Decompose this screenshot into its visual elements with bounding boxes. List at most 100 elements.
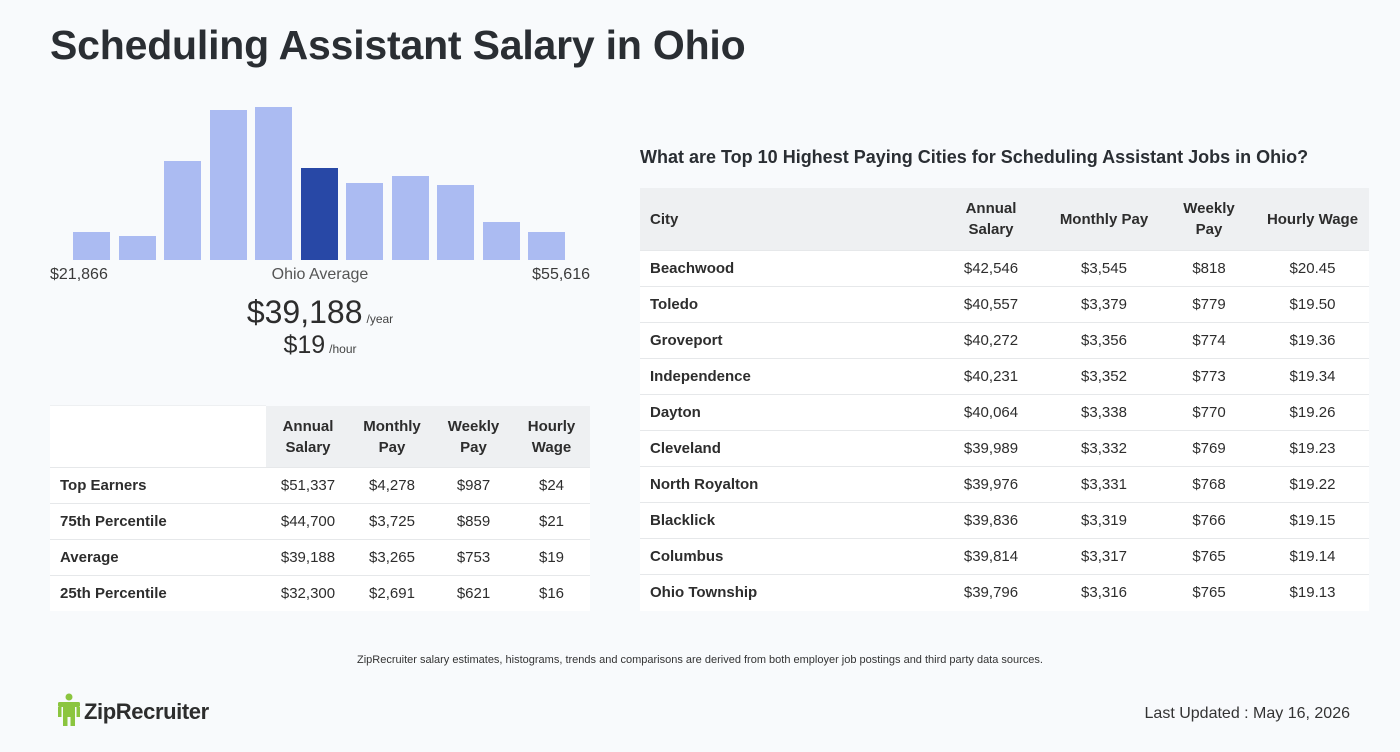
weekly-pay-cell: $765 — [1162, 538, 1256, 575]
annual-salary-cell: $39,989 — [936, 430, 1046, 467]
city-name: Independence — [640, 358, 936, 395]
data-disclaimer: ZipRecruiter salary estimates, histogram… — [357, 654, 1043, 666]
hourly-wage-cell: $19.15 — [1256, 502, 1369, 539]
hourly-wage-cell: $21 — [513, 502, 590, 539]
average-annual-unit: /year — [366, 312, 394, 326]
annual-salary-cell: $40,231 — [936, 358, 1046, 395]
table-row: Blacklick $39,836 $3,319 $766 $19.15 — [640, 502, 1369, 539]
weekly-pay-cell: $987 — [434, 466, 513, 503]
cities-table-header: City Annual Salary Monthly Pay Weekly Pa… — [640, 188, 1369, 251]
histogram-min-label: $21,866 — [50, 266, 108, 283]
annual-salary-cell: $32,300 — [266, 574, 350, 611]
table-row: Dayton $40,064 $3,338 $770 $19.26 — [640, 394, 1369, 431]
percentile-header-weekly: Weekly Pay — [434, 405, 513, 467]
annual-salary-cell: $39,188 — [266, 538, 350, 575]
annual-salary-cell: $39,836 — [936, 502, 1046, 539]
monthly-pay-cell: $3,725 — [350, 502, 434, 539]
weekly-pay-cell: $770 — [1162, 394, 1256, 431]
weekly-pay-cell: $859 — [434, 502, 513, 539]
annual-salary-cell: $40,064 — [936, 394, 1046, 431]
table-row: Top Earners $51,337 $4,278 $987 $24 — [50, 466, 590, 503]
weekly-pay-cell: $766 — [1162, 502, 1256, 539]
hourly-wage-cell: $19.13 — [1256, 574, 1369, 611]
percentile-header-annual: Annual Salary — [266, 405, 350, 467]
table-row: 25th Percentile $32,300 $2,691 $621 $16 — [50, 574, 590, 611]
weekly-pay-cell: $621 — [434, 574, 513, 611]
weekly-pay-cell: $774 — [1162, 322, 1256, 359]
monthly-pay-cell: $3,316 — [1046, 574, 1162, 611]
histogram-bar — [255, 107, 292, 260]
city-name: Dayton — [640, 394, 936, 431]
ziprecruiter-wordmark: ZipRecruiter — [84, 699, 209, 724]
histogram-labels: $21,866 Ohio Average $55,616 — [50, 266, 590, 288]
table-row: Cleveland $39,989 $3,332 $769 $19.23 — [640, 430, 1369, 467]
cities-header-annual: Annual Salary — [936, 188, 1046, 251]
top-cities-table: City Annual Salary Monthly Pay Weekly Pa… — [640, 188, 1369, 611]
ziprecruiter-logo[interactable]: ZipRecruiter — [58, 693, 209, 732]
percentile-header-blank — [50, 405, 266, 467]
monthly-pay-cell: $3,379 — [1046, 286, 1162, 323]
table-row: Average $39,188 $3,265 $753 $19 — [50, 538, 590, 575]
hourly-wage-cell: $19.23 — [1256, 430, 1369, 467]
ziprecruiter-person-icon — [58, 693, 80, 732]
table-row: Independence $40,231 $3,352 $773 $19.34 — [640, 358, 1369, 395]
annual-salary-cell: $40,557 — [936, 286, 1046, 323]
hourly-wage-cell: $16 — [513, 574, 590, 611]
percentile-table: Annual Salary Monthly Pay Weekly Pay Hou… — [50, 405, 590, 611]
table-row: North Royalton $39,976 $3,331 $768 $19.2… — [640, 466, 1369, 503]
hourly-wage-cell: $19.36 — [1256, 322, 1369, 359]
city-name: North Royalton — [640, 466, 936, 503]
monthly-pay-cell: $3,317 — [1046, 538, 1162, 575]
monthly-pay-cell: $3,356 — [1046, 322, 1162, 359]
weekly-pay-cell: $765 — [1162, 574, 1256, 611]
hourly-wage-cell: $19.50 — [1256, 286, 1369, 323]
histogram-average-label: Ohio Average — [271, 266, 369, 283]
percentile-header-hourly: Hourly Wage — [513, 405, 590, 467]
monthly-pay-cell: $2,691 — [350, 574, 434, 611]
monthly-pay-cell: $3,319 — [1046, 502, 1162, 539]
cities-header-weekly: Weekly Pay — [1162, 188, 1256, 251]
hourly-wage-cell: $19.22 — [1256, 466, 1369, 503]
monthly-pay-cell: $3,545 — [1046, 250, 1162, 287]
table-row: 75th Percentile $44,700 $3,725 $859 $21 — [50, 502, 590, 539]
histogram-bar — [528, 232, 565, 260]
percentile-label: 25th Percentile — [50, 574, 266, 611]
average-hourly-value: $19 — [283, 331, 326, 359]
monthly-pay-cell: $3,352 — [1046, 358, 1162, 395]
weekly-pay-cell: $753 — [434, 538, 513, 575]
histogram-bar — [391, 176, 429, 260]
histogram-bar — [209, 110, 247, 260]
annual-salary-cell: $39,814 — [936, 538, 1046, 575]
table-row: Toledo $40,557 $3,379 $779 $19.50 — [640, 286, 1369, 323]
city-name: Columbus — [640, 538, 936, 575]
annual-salary-cell: $44,700 — [266, 502, 350, 539]
average-hourly-unit: /hour — [329, 342, 357, 356]
average-annual-salary: $39,188/year — [50, 294, 590, 331]
weekly-pay-cell: $769 — [1162, 430, 1256, 467]
average-annual-value: $39,188 — [246, 294, 363, 330]
annual-salary-cell: $42,546 — [936, 250, 1046, 287]
average-hourly-wage: $19/hour — [50, 331, 590, 360]
histogram-bar — [118, 236, 156, 260]
histogram-max-label: $55,616 — [532, 266, 590, 283]
cities-header-monthly: Monthly Pay — [1046, 188, 1162, 251]
table-row: Beachwood $42,546 $3,545 $818 $20.45 — [640, 250, 1369, 287]
hourly-wage-cell: $19.14 — [1256, 538, 1369, 575]
city-name: Blacklick — [640, 502, 936, 539]
city-name: Beachwood — [640, 250, 936, 287]
city-name: Ohio Township — [640, 574, 936, 611]
annual-salary-cell: $51,337 — [266, 466, 350, 503]
monthly-pay-cell: $3,331 — [1046, 466, 1162, 503]
table-row: Groveport $40,272 $3,356 $774 $19.36 — [640, 322, 1369, 359]
monthly-pay-cell: $3,332 — [1046, 430, 1162, 467]
monthly-pay-cell: $4,278 — [350, 466, 434, 503]
percentile-header-monthly: Monthly Pay — [350, 405, 434, 467]
salary-histogram — [50, 100, 590, 260]
page-title: Scheduling Assistant Salary in Ohio — [50, 22, 746, 68]
table-row: Columbus $39,814 $3,317 $765 $19.14 — [640, 538, 1369, 575]
annual-salary-cell: $39,976 — [936, 466, 1046, 503]
hourly-wage-cell: $20.45 — [1256, 250, 1369, 287]
weekly-pay-cell: $818 — [1162, 250, 1256, 287]
hourly-wage-cell: $19.26 — [1256, 394, 1369, 431]
last-updated: Last Updated : May 16, 2026 — [1144, 705, 1350, 722]
